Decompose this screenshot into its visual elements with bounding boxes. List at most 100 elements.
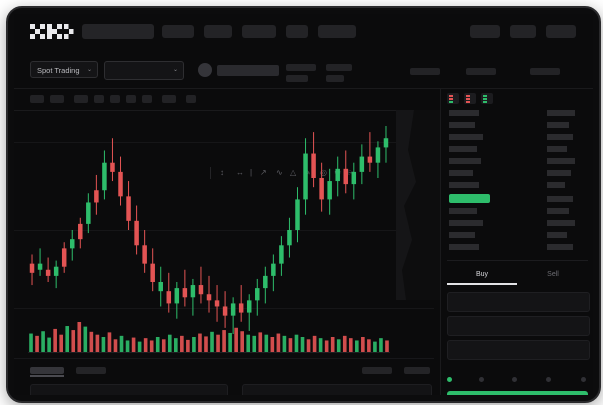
- orderbook-row-value: [547, 196, 573, 202]
- price-chart[interactable]: [14, 110, 434, 360]
- orderbook-row-value: [547, 232, 567, 238]
- orderbook-row: [449, 170, 473, 176]
- wave-icon[interactable]: ∿: [276, 168, 283, 177]
- chart-tab-3[interactable]: [362, 367, 392, 374]
- orderbook-row: [449, 244, 479, 250]
- trade-mode-label: Spot Trading: [37, 66, 80, 75]
- market-stat-6: [466, 68, 496, 75]
- orderbook-row-value: [547, 146, 567, 152]
- timeframe-chip-5[interactable]: [110, 95, 120, 103]
- orderbook-row-value: [547, 158, 575, 164]
- market-stat-5: [410, 68, 440, 75]
- trend-line-icon[interactable]: ↗: [260, 168, 267, 177]
- timeframe-chip-6[interactable]: [126, 95, 136, 103]
- nav-item-1[interactable]: [162, 25, 194, 38]
- magnet-icon[interactable]: ◎: [320, 168, 327, 177]
- timeframe-chip-3[interactable]: [74, 95, 88, 103]
- submit-buy-button[interactable]: [447, 391, 588, 395]
- market-stat-4: [326, 75, 344, 82]
- nav-item-7[interactable]: [510, 25, 536, 38]
- order-form-tabs: Buy Sell: [447, 268, 588, 285]
- chart-gridline: [14, 230, 434, 231]
- bottom-panel-right[interactable]: [242, 384, 432, 395]
- orderbook-row-value: [547, 110, 575, 116]
- timeframe-chip-7[interactable]: [142, 95, 152, 103]
- orderbook-row-value: [547, 134, 573, 140]
- timeframe-chip-4[interactable]: [94, 95, 104, 103]
- slider-dot-2[interactable]: [512, 377, 517, 382]
- orderbook-spread-highlight: [449, 194, 490, 203]
- market-stat-3: [326, 64, 352, 71]
- chart-tab-active-underline: [30, 375, 64, 377]
- orderbook-row-value: [547, 244, 573, 250]
- nav-item-8[interactable]: [546, 25, 576, 38]
- orderbook-row-value: [547, 122, 569, 128]
- global-search-input[interactable]: [82, 24, 154, 39]
- orderbook-row: [449, 110, 479, 116]
- orderbook-row: [449, 146, 477, 152]
- orderbook-row-value: [547, 220, 575, 226]
- nav-item-2[interactable]: [204, 25, 232, 38]
- okx-logo[interactable]: [30, 24, 74, 39]
- volume-series: [28, 322, 390, 353]
- indicator-chip-1[interactable]: [162, 95, 176, 103]
- orderbook-row: [449, 220, 483, 226]
- orderbook-row: [449, 158, 481, 164]
- chart-toolbar: ↕ ↔ | ↗ ∿ △ ✎ ◎ ⚙ ⌲: [14, 88, 434, 179]
- app-screen: Spot Trading ⌄ ⌄: [14, 14, 593, 395]
- nav-item-3[interactable]: [242, 25, 276, 38]
- coin-avatar: [198, 63, 212, 77]
- nav-item-4[interactable]: [286, 25, 308, 38]
- orderbook-row-value: [547, 170, 571, 176]
- crosshair-icon[interactable]: ↔: [236, 168, 244, 177]
- vertical-line-icon[interactable]: |: [250, 168, 253, 177]
- chart-tab-2[interactable]: [76, 367, 106, 374]
- indicator-chip-2[interactable]: [186, 95, 196, 103]
- timeframe-chip-1[interactable]: [30, 95, 44, 103]
- orderbook-row: [449, 208, 477, 214]
- nav-item-5[interactable]: [318, 25, 356, 38]
- chart-gridline: [14, 142, 434, 143]
- cursor-icon[interactable]: ↕: [220, 168, 224, 177]
- pair-name-label: [217, 65, 279, 76]
- shape-icon[interactable]: △: [290, 168, 297, 177]
- chevron-down-icon: ⌄: [86, 67, 92, 73]
- slider-dot-1[interactable]: [479, 377, 484, 382]
- slider-dot-0[interactable]: [447, 377, 452, 382]
- orderbook-row: [449, 134, 483, 140]
- tablet-device: Spot Trading ⌄ ⌄: [6, 6, 601, 403]
- trash-icon[interactable]: ⌲: [348, 168, 355, 177]
- chevron-down-icon: ⌄: [172, 67, 178, 73]
- chart-bottom-tabs: [14, 358, 434, 381]
- amount-slider[interactable]: [447, 375, 588, 384]
- orderbook-row: [449, 232, 475, 238]
- book-asks-icon[interactable]: [464, 93, 476, 104]
- pair-selector[interactable]: ⌄: [104, 61, 184, 80]
- orderbook-row-value: [547, 208, 569, 214]
- order-price-field[interactable]: [447, 292, 590, 312]
- order-form-tab-underline: [447, 283, 517, 285]
- chart-edge-shape: [396, 110, 416, 300]
- market-stat-2: [286, 75, 308, 82]
- orderbook-view-toggle: [447, 93, 493, 104]
- orderbook-row-value: [547, 182, 565, 188]
- nav-item-6[interactable]: [470, 25, 500, 38]
- tab-sell[interactable]: Sell: [547, 271, 559, 278]
- bottom-panel-left[interactable]: [30, 384, 228, 395]
- chart-tab-1[interactable]: [30, 367, 64, 374]
- slider-dot-3[interactable]: [546, 377, 551, 382]
- toolbar-divider: [210, 167, 211, 179]
- volume-chart: [14, 310, 434, 360]
- tab-buy[interactable]: Buy: [475, 271, 489, 278]
- book-both-icon[interactable]: [447, 93, 459, 104]
- chart-tab-4[interactable]: [404, 367, 430, 374]
- slider-dot-4[interactable]: [581, 377, 586, 382]
- order-total-field[interactable]: [447, 340, 590, 360]
- order-amount-field[interactable]: [447, 316, 590, 336]
- orderbook-divider: [447, 260, 588, 261]
- trade-sidebar: Buy Sell: [440, 88, 593, 395]
- trade-mode-selector[interactable]: Spot Trading ⌄: [30, 61, 98, 78]
- timeframe-chip-2[interactable]: [50, 95, 64, 103]
- book-bids-icon[interactable]: [481, 93, 493, 104]
